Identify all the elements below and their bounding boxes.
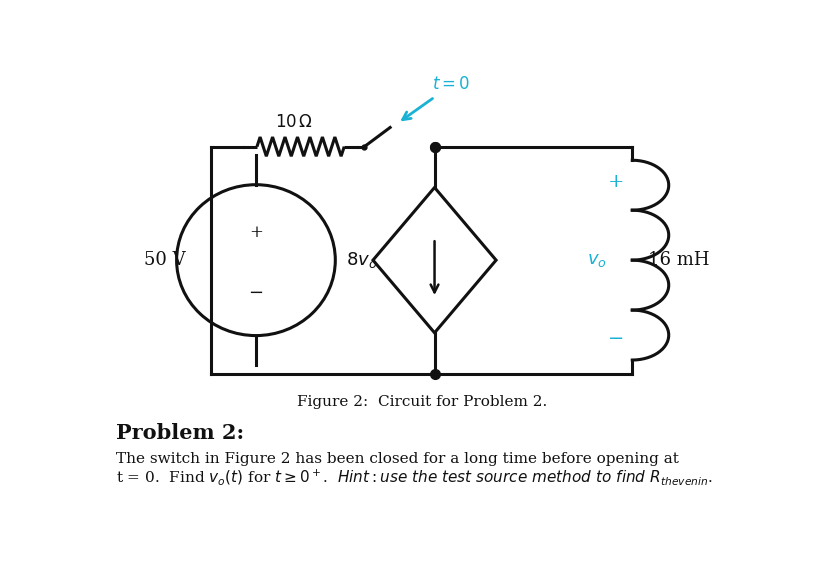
Text: 50 V: 50 V bbox=[144, 251, 186, 269]
Text: $8v_o$: $8v_o$ bbox=[346, 250, 377, 270]
Text: Figure 2:  Circuit for Problem 2.: Figure 2: Circuit for Problem 2. bbox=[296, 395, 547, 409]
Text: The switch in Figure 2 has been closed for a long time before opening at: The switch in Figure 2 has been closed f… bbox=[115, 452, 678, 466]
Text: 16 mH: 16 mH bbox=[649, 251, 709, 269]
Text: +: + bbox=[249, 225, 263, 242]
Text: −: − bbox=[249, 284, 263, 302]
Text: $10\,\Omega$: $10\,\Omega$ bbox=[275, 115, 314, 132]
Text: −: − bbox=[608, 330, 625, 348]
Text: $v_o$: $v_o$ bbox=[587, 251, 607, 269]
Text: $t=0$: $t=0$ bbox=[431, 77, 470, 94]
Text: t = 0.  Find $v_o(t)$ for $t \geq 0^+$.  $\mathit{Hint: use\ the\ test\ source\ : t = 0. Find $v_o(t)$ for $t \geq 0^+$. $… bbox=[115, 468, 713, 488]
Text: Problem 2:: Problem 2: bbox=[115, 422, 244, 443]
Text: +: + bbox=[608, 172, 625, 191]
